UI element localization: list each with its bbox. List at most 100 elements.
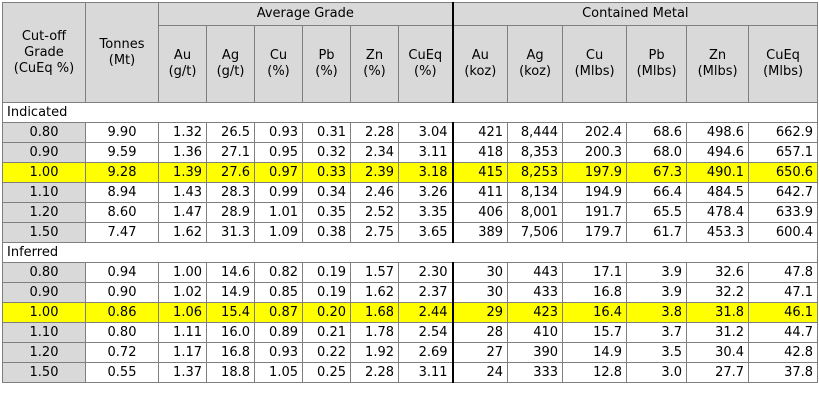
grade-cell: 2.30: [397, 262, 454, 283]
metal-cell: 600.4: [748, 222, 819, 243]
table-row: 1.00 0.86 1.06 15.4 0.87 0.20 1.68 2.44 29 423 16.…: [2, 302, 819, 323]
metal-cell: 662.9: [748, 122, 819, 143]
metal-cell: 8,134: [507, 182, 564, 203]
metal-cell: 333: [507, 362, 564, 383]
grade-cell: 3.11: [397, 142, 454, 163]
cutoff-cell: 0.90: [2, 282, 86, 303]
tonnes-cell: 9.90: [85, 122, 159, 143]
grade-cell: 1.62: [158, 222, 207, 243]
metal-cell: 8,353: [507, 142, 564, 163]
metal-cell: 191.7: [562, 202, 628, 223]
grade-cell: 28.9: [206, 202, 255, 223]
cutoff-cell: 0.80: [2, 262, 86, 283]
metal-cell: 8,001: [507, 202, 564, 223]
grade-cell: 0.89: [254, 322, 303, 343]
section-label: Indicated: [1, 102, 819, 123]
header-grade-col: Au (g/t): [158, 25, 207, 103]
metal-cell: 44.7: [748, 322, 819, 343]
cutoff-cell: 1.50: [2, 222, 86, 243]
metal-cell: 42.8: [748, 342, 819, 363]
metal-cell: 453.3: [686, 222, 750, 243]
tonnes-cell: 9.28: [85, 162, 159, 183]
grade-cell: 0.34: [302, 182, 351, 203]
metal-cell: 418: [451, 142, 509, 163]
grade-cell: 2.39: [350, 162, 399, 183]
grade-cell: 1.05: [254, 362, 303, 383]
header-grade-col: Pb (%): [302, 25, 351, 103]
section-label: Inferred: [1, 242, 819, 263]
header-contained-metal: Contained Metal: [451, 2, 819, 26]
grade-cell: 1.11: [158, 322, 207, 343]
grade-cell: 0.35: [302, 202, 351, 223]
metal-cell: 32.2: [686, 282, 750, 303]
grade-cell: 1.32: [158, 122, 207, 143]
metal-cell: 633.9: [748, 202, 819, 223]
grade-cell: 0.38: [302, 222, 351, 243]
table-row: 1.10 8.94 1.43 28.3 0.99 0.34 2.46 3.26 411 8,134…: [2, 182, 819, 203]
metal-cell: 67.3: [626, 162, 688, 183]
grade-cell: 2.28: [350, 362, 399, 383]
metal-cell: 31.8: [686, 302, 750, 323]
metal-cell: 27.7: [686, 362, 750, 383]
grade-cell: 0.19: [302, 282, 351, 303]
grade-cell: 1.02: [158, 282, 207, 303]
metal-cell: 415: [451, 162, 509, 183]
metal-cell: 66.4: [626, 182, 688, 203]
grade-cell: 1.01: [254, 202, 303, 223]
grade-cell: 1.37: [158, 362, 207, 383]
grade-cell: 2.44: [397, 302, 454, 323]
grade-cell: 0.93: [254, 122, 303, 143]
metal-cell: 15.7: [562, 322, 628, 343]
table-row: 1.50 7.47 1.62 31.3 1.09 0.38 2.75 3.65 389 7,506…: [2, 222, 819, 243]
metal-cell: 478.4: [686, 202, 750, 223]
metal-cell: 47.1: [748, 282, 819, 303]
grade-cell: 28.3: [206, 182, 255, 203]
grade-cell: 27.6: [206, 162, 255, 183]
grade-cell: 0.33: [302, 162, 351, 183]
metal-cell: 202.4: [562, 122, 628, 143]
grade-cell: 26.5: [206, 122, 255, 143]
metal-cell: 650.6: [748, 162, 819, 183]
grade-cell: 0.21: [302, 322, 351, 343]
grade-cell: 0.93: [254, 342, 303, 363]
cutoff-cell: 1.00: [2, 162, 86, 183]
metal-cell: 3.0: [626, 362, 688, 383]
cutoff-cell: 1.20: [2, 342, 86, 363]
grade-cell: 2.52: [350, 202, 399, 223]
header-cutoff: Cut-off Grade (CuEq %): [2, 2, 86, 103]
table-row: 0.90 9.59 1.36 27.1 0.95 0.32 2.34 3.11 418 8,353…: [2, 142, 819, 163]
cutoff-cell: 1.10: [2, 322, 86, 343]
grade-cell: 1.62: [350, 282, 399, 303]
tonnes-cell: 8.94: [85, 182, 159, 203]
cutoff-cell: 1.10: [2, 182, 86, 203]
grade-cell: 16.8: [206, 342, 255, 363]
grade-cell: 2.37: [397, 282, 454, 303]
tonnes-cell: 9.59: [85, 142, 159, 163]
table-row: 1.50 0.55 1.37 18.8 1.05 0.25 2.28 3.11 24 333 12.…: [2, 362, 819, 383]
metal-cell: 46.1: [748, 302, 819, 323]
grade-cell: 15.4: [206, 302, 255, 323]
grade-cell: 3.04: [397, 122, 454, 143]
metal-cell: 61.7: [626, 222, 688, 243]
tonnes-cell: 0.72: [85, 342, 159, 363]
grade-cell: 0.87: [254, 302, 303, 323]
tonnes-cell: 0.55: [85, 362, 159, 383]
table-row: 1.00 9.28 1.39 27.6 0.97 0.33 2.39 3.18 415 8,253…: [2, 162, 819, 183]
grade-cell: 0.20: [302, 302, 351, 323]
cutoff-cell: 0.80: [2, 122, 86, 143]
table-row: 0.80 9.90 1.32 26.5 0.93 0.31 2.28 3.04 421 8,444…: [2, 122, 819, 143]
metal-cell: 197.9: [562, 162, 628, 183]
metal-cell: 642.7: [748, 182, 819, 203]
metal-cell: 32.6: [686, 262, 750, 283]
metal-cell: 200.3: [562, 142, 628, 163]
section-header-row: Inferred: [1, 242, 819, 263]
grade-cell: 1.17: [158, 342, 207, 363]
header-grade-col: Zn (%): [350, 25, 399, 103]
grade-cell: 3.26: [397, 182, 454, 203]
tonnes-cell: 7.47: [85, 222, 159, 243]
metal-cell: 28: [451, 322, 509, 343]
grade-cell: 27.1: [206, 142, 255, 163]
metal-cell: 47.8: [748, 262, 819, 283]
grade-cell: 0.97: [254, 162, 303, 183]
header-metal-col: Zn (Mlbs): [686, 25, 750, 103]
